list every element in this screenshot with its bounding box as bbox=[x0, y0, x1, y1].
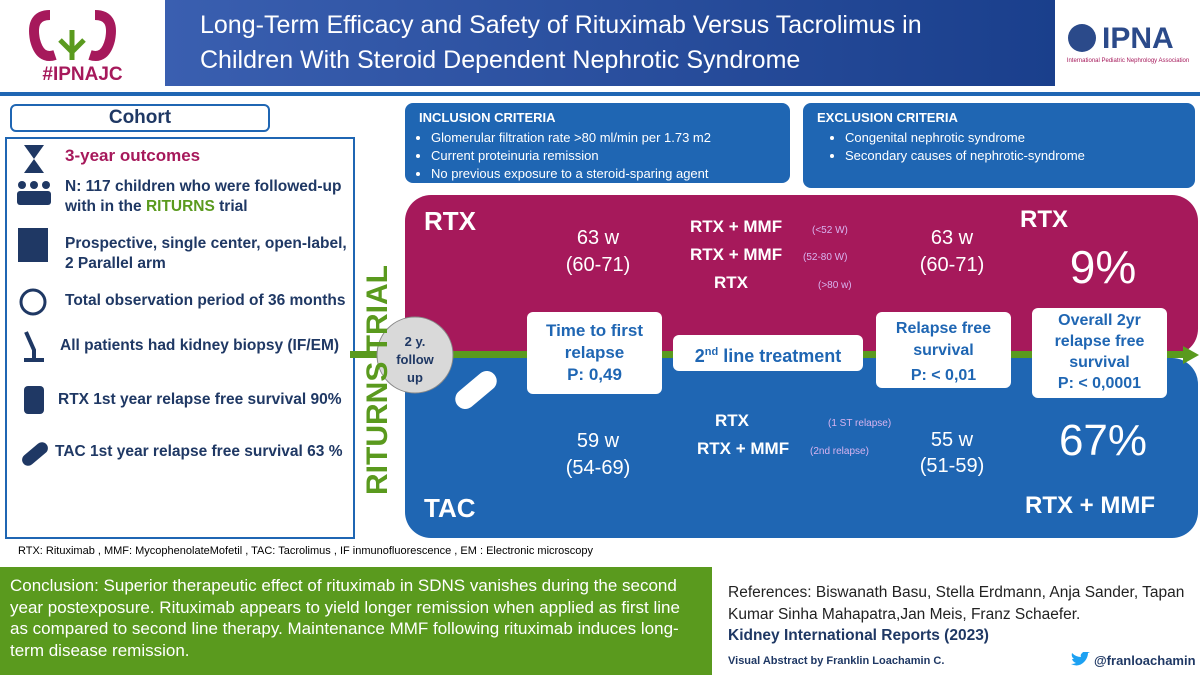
twitter-icon bbox=[1071, 652, 1090, 666]
second-line-box: 2nd line treatment bbox=[673, 335, 863, 371]
list: Glomerular filtration rate >80 ml/min pe… bbox=[419, 129, 776, 183]
credit: Visual Abstract by Franklin Loachamin C. bbox=[728, 655, 945, 667]
rfs: 55 w bbox=[930, 429, 974, 451]
p-value: P: 0,49 bbox=[567, 365, 622, 384]
cohort-box bbox=[5, 137, 355, 539]
time-to-relapse: 59 w bbox=[576, 430, 620, 452]
arrow-head bbox=[1183, 346, 1199, 364]
org-name: IPNA bbox=[1102, 22, 1174, 55]
panel-title: INCLUSION CRITERIA bbox=[419, 110, 556, 125]
panel-title: EXCLUSION CRITERIA bbox=[817, 110, 958, 125]
criterion: Glomerular filtration rate >80 ml/min pe… bbox=[431, 129, 776, 147]
criterion: No previous exposure to a steroid-sparin… bbox=[431, 165, 776, 183]
kidney-logo bbox=[29, 10, 116, 61]
pill-icon bbox=[455, 371, 497, 409]
hashtag: #IPNAJC bbox=[42, 64, 123, 85]
n-text-end: trial bbox=[214, 198, 248, 215]
second-line-sup: nd bbox=[704, 346, 719, 358]
p-value: P: < 0,01 bbox=[910, 367, 977, 384]
bag-icon bbox=[24, 386, 44, 414]
design: Prospective, single center, open-label, … bbox=[65, 235, 347, 272]
outcomes: 3-year outcomes bbox=[65, 146, 201, 165]
overall-value: 67% bbox=[1058, 416, 1148, 465]
rtx-label: RTX bbox=[424, 206, 476, 236]
title-line: Long-Term Efficacy and Safety of Rituxim… bbox=[200, 11, 922, 39]
title-line: Children With Steroid Dependent Nephroti… bbox=[200, 46, 801, 74]
criterion: Secondary causes of nephrotic-syndrome bbox=[845, 147, 1181, 165]
header-graphics bbox=[0, 0, 1200, 96]
biopsy: All patients had kidney biopsy (IF/EM) bbox=[60, 337, 340, 354]
cohort-heading: Cohort bbox=[10, 104, 270, 132]
pill-icon bbox=[22, 442, 48, 466]
overall-label: RTX bbox=[1020, 206, 1068, 233]
follow-up-circle bbox=[376, 316, 454, 394]
header-rule bbox=[0, 92, 1200, 96]
ipna-globe bbox=[1068, 24, 1096, 52]
people-icon bbox=[17, 181, 51, 205]
inclusion-panel: INCLUSION CRITERIA Glomerular filtration… bbox=[405, 103, 790, 183]
follow-up: 2 y. follow up bbox=[396, 334, 434, 385]
journal: Kidney International Reports (2023) bbox=[728, 627, 989, 644]
org-full: International Pediatric Nephrology Assoc… bbox=[1066, 58, 1190, 64]
header-bar bbox=[165, 0, 1055, 86]
box-title: Time to first relapse bbox=[546, 321, 643, 362]
rfs-box: Relapse free survival P: < 0,01 bbox=[876, 312, 1011, 388]
n-text: N: 117 children who were followed-up wit… bbox=[65, 177, 350, 217]
rtx-rfs: RTX 1st year relapse free survival 90% bbox=[58, 391, 342, 408]
rfs: 63 w bbox=[930, 227, 974, 249]
conclusion: Conclusion: Superior therapeutic effect … bbox=[0, 567, 712, 675]
rfs-range: (60-71) bbox=[919, 254, 985, 276]
treatment-note: (1 ST relapse) bbox=[828, 418, 892, 429]
treatment-note: (>80 w) bbox=[818, 280, 852, 291]
building-icon bbox=[18, 228, 48, 262]
microscope-icon bbox=[24, 331, 44, 362]
overall-box: Overall 2yr relapse free survival P: < 0,… bbox=[1032, 308, 1167, 398]
twitter-handle: @franloachamin bbox=[1094, 653, 1196, 668]
box-title: Relapse free survival bbox=[895, 320, 992, 359]
time-range: (54-69) bbox=[565, 457, 631, 479]
rfs-range: (51-59) bbox=[919, 455, 985, 477]
treatment-note: (52-80 W) bbox=[803, 252, 848, 263]
treatment: RTX + MMF bbox=[690, 245, 783, 264]
p-value: P: < 0,0001 bbox=[1057, 375, 1142, 392]
period: Total observation period of 36 months bbox=[65, 292, 346, 309]
treatment-note: (<52 W) bbox=[812, 225, 848, 236]
list: Congenital nephrotic syndromeSecondary c… bbox=[817, 129, 1181, 165]
logo-tree bbox=[58, 30, 86, 60]
n-text: N: 117 children who were followed-up wit… bbox=[65, 178, 342, 215]
criterion: Current proteinuria remission bbox=[431, 147, 776, 165]
footnote: RTX: Rituximab , MMF: MycophenolateMofet… bbox=[18, 545, 594, 557]
treatment: RTX + MMF bbox=[697, 439, 790, 458]
box-title: Overall 2yr relapse free survival bbox=[1054, 312, 1145, 371]
treatment: RTX + MMF bbox=[690, 217, 783, 236]
hourglass-icon bbox=[24, 145, 44, 173]
second-line: 2 bbox=[694, 346, 705, 366]
exclusion-panel: EXCLUSION CRITERIA Congenital nephrotic … bbox=[803, 103, 1195, 188]
time-to-relapse: 63 w bbox=[576, 227, 620, 249]
time-range: (60-71) bbox=[565, 254, 631, 276]
time-box: Time to first relapse P: 0,49 bbox=[527, 312, 662, 394]
clock-icon bbox=[19, 288, 47, 316]
second-line: line treatment bbox=[718, 346, 842, 366]
tac-label: TAC bbox=[424, 493, 476, 523]
trial-name: RITURNS bbox=[145, 198, 215, 215]
treatment: RTX bbox=[715, 411, 749, 430]
overall-label: RTX + MMF bbox=[1025, 492, 1155, 519]
tac-rfs: TAC 1st year relapse free survival 63 % bbox=[55, 443, 343, 460]
cohort-icons bbox=[17, 145, 51, 466]
treatment: RTX bbox=[714, 273, 748, 292]
references: References: Biswanath Basu, Stella Erdma… bbox=[728, 584, 1185, 623]
overall-value: 9% bbox=[1069, 241, 1137, 293]
criterion: Congenital nephrotic syndrome bbox=[845, 129, 1181, 147]
treatment-note: (2nd relapse) bbox=[810, 446, 869, 457]
